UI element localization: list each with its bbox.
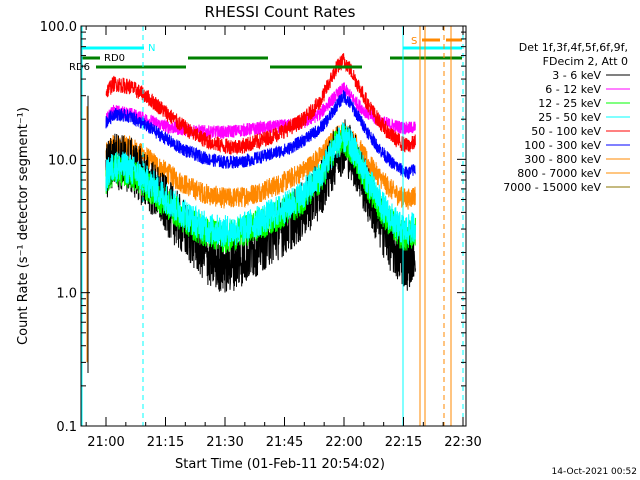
legend-header-line: FDecim 2, Att 0 [543, 55, 628, 68]
footer-timestamp: 14-Oct-2021 00:52 [552, 467, 637, 477]
series-layer [86, 53, 416, 373]
y-tick-label: 10.0 [48, 153, 77, 168]
series-line-100-300-kev [105, 90, 416, 180]
x-tick-label: 21:15 [147, 435, 184, 450]
y-axis: 0.1 1.0 10.0 100.0 [40, 20, 466, 435]
x-tick-label: 22:30 [444, 435, 481, 450]
n-label: N [148, 43, 155, 54]
chart-title: RHESSI Count Rates [205, 3, 356, 21]
x-tick-label: 21:30 [206, 435, 243, 450]
legend-entry-label: 3 - 6 keV [552, 69, 601, 82]
series-line-50-100-kev [105, 53, 416, 155]
y-axis-label: Count Rate (s⁻¹ detector segment⁻¹) [16, 107, 31, 345]
y-tick-label: 0.1 [56, 420, 77, 435]
legend-entry-label: 800 - 7000 keV [517, 167, 601, 180]
plot-frame [80, 25, 467, 427]
y-tick-label: 100.0 [40, 20, 77, 35]
rd0-label: RD0 [104, 53, 125, 64]
legend-entry-label: 100 - 300 keV [524, 139, 601, 152]
annotation-layer: RD0 RD6 N S [69, 26, 464, 426]
x-tick-label: 21:45 [266, 435, 303, 450]
legend: Det 1f,3f,4f,5f,6f,9f,FDecim 2, Att 03 -… [503, 41, 630, 194]
x-axis-label: Start Time (01-Feb-11 20:54:02) [175, 457, 385, 472]
legend-header-line: Det 1f,3f,4f,5f,6f,9f, [519, 41, 628, 54]
legend-entry-label: 300 - 800 keV [524, 153, 601, 166]
x-axis: 21:00 21:15 21:30 21:45 22:00 22:15 22:30 [85, 26, 482, 450]
legend-entry-label: 7000 - 15000 keV [503, 181, 601, 194]
legend-entry-label: 6 - 12 keV [545, 83, 601, 96]
series-line-300-800-kev [105, 122, 416, 210]
s-label: S [411, 36, 417, 47]
rd6-label: RD6 [69, 62, 90, 73]
y-tick-label: 1.0 [56, 287, 77, 302]
legend-entry-label: 50 - 100 keV [531, 125, 601, 138]
legend-entry-label: 25 - 50 keV [538, 111, 601, 124]
x-tick-label: 21:00 [87, 435, 124, 450]
x-tick-label: 22:00 [325, 435, 362, 450]
series-line-6-12-kev [105, 82, 416, 139]
legend-entry-label: 12 - 25 keV [538, 97, 601, 110]
x-tick-label: 22:15 [385, 435, 422, 450]
series-line-25-50-kev [105, 121, 416, 248]
